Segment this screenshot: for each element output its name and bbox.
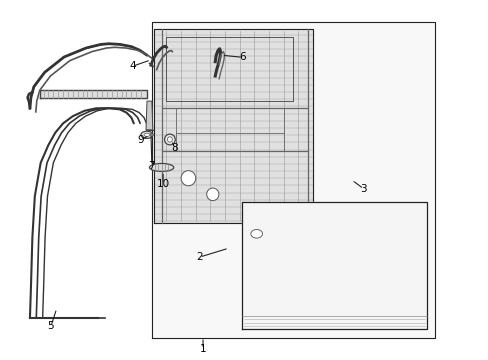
Text: 6: 6 (239, 52, 246, 62)
Polygon shape (242, 202, 427, 329)
Text: 2: 2 (196, 252, 203, 262)
Text: 5: 5 (47, 321, 54, 331)
Ellipse shape (164, 134, 175, 145)
Text: 4: 4 (129, 61, 135, 71)
Circle shape (250, 229, 262, 238)
Polygon shape (146, 101, 153, 130)
Text: 10: 10 (156, 179, 169, 189)
Ellipse shape (206, 188, 219, 201)
Text: 9: 9 (138, 135, 144, 145)
Ellipse shape (167, 137, 172, 142)
Polygon shape (154, 30, 312, 223)
Polygon shape (40, 90, 147, 98)
Ellipse shape (144, 133, 150, 136)
Text: 1: 1 (199, 344, 206, 354)
Polygon shape (152, 22, 434, 338)
Ellipse shape (181, 171, 195, 186)
Ellipse shape (141, 131, 153, 138)
Text: 3: 3 (360, 184, 366, 194)
Ellipse shape (149, 163, 173, 171)
Text: 8: 8 (171, 143, 178, 153)
Text: 7: 7 (148, 161, 155, 171)
